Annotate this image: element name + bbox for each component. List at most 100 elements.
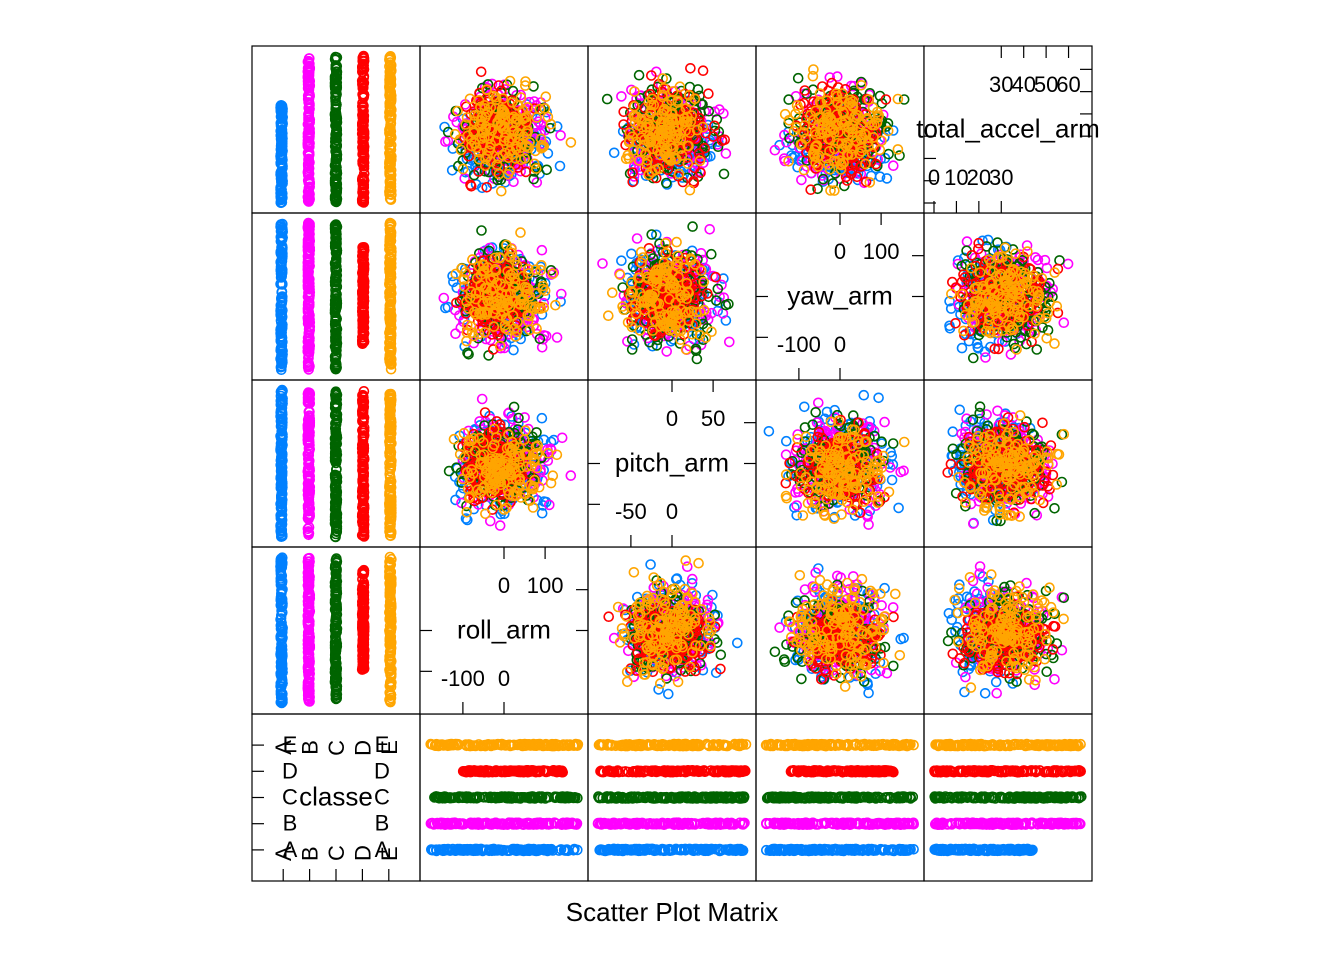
data-point <box>703 819 715 830</box>
data-point <box>887 602 899 613</box>
data-point <box>484 765 496 777</box>
data-point <box>523 792 535 804</box>
data-point <box>558 739 569 750</box>
data-point <box>564 740 576 751</box>
panel-classe-vs-roll_arm <box>275 551 397 709</box>
data-point <box>714 792 726 804</box>
data-point <box>471 791 483 803</box>
data-point <box>617 793 628 804</box>
data-point <box>592 818 604 829</box>
data-point <box>737 845 749 856</box>
panel-yaw_arm-vs-classe <box>760 738 920 857</box>
data-point <box>498 844 510 856</box>
data-point <box>461 792 473 804</box>
data-point <box>572 792 583 804</box>
data-point <box>542 845 554 856</box>
data-point <box>678 818 689 830</box>
data-point <box>662 688 674 700</box>
data-point <box>425 738 437 750</box>
data-point <box>542 739 554 751</box>
data-point <box>562 845 574 857</box>
data-point <box>710 819 722 830</box>
data-point <box>769 646 781 658</box>
data-point <box>599 818 611 829</box>
data-point <box>459 766 471 777</box>
data-point <box>536 791 548 803</box>
data-point <box>621 844 633 855</box>
data-point <box>645 559 656 570</box>
data-point <box>570 738 582 750</box>
data-point <box>638 843 650 855</box>
data-point <box>739 817 750 829</box>
data-point <box>471 843 483 855</box>
data-point <box>731 792 743 803</box>
data-point <box>561 817 573 829</box>
data-point <box>554 766 566 778</box>
data-point <box>702 843 714 855</box>
data-point <box>493 818 505 830</box>
data-point <box>621 676 633 688</box>
data-point <box>693 557 704 569</box>
data-point <box>720 793 732 804</box>
data-point <box>603 792 614 804</box>
data-point <box>462 739 474 750</box>
data-point <box>606 818 618 830</box>
data-point <box>508 818 520 829</box>
data-point <box>483 766 495 778</box>
data-point <box>503 739 515 751</box>
data-point <box>796 673 807 685</box>
data-point <box>648 845 660 857</box>
data-point <box>675 792 686 804</box>
data-point <box>723 845 735 856</box>
data-point <box>440 739 452 751</box>
data-point <box>603 611 615 623</box>
data-point <box>473 817 485 829</box>
data-point <box>451 739 462 751</box>
data-point <box>571 740 583 752</box>
data-point <box>713 844 725 855</box>
data-point <box>731 637 743 649</box>
data-point <box>557 792 569 804</box>
data-point <box>774 622 785 633</box>
data-point <box>494 791 506 803</box>
data-point <box>559 845 571 856</box>
data-point <box>630 819 642 830</box>
data-point <box>459 843 471 855</box>
data-point <box>631 792 643 804</box>
data-point <box>512 791 523 803</box>
data-point <box>669 793 680 804</box>
data-point <box>522 818 534 830</box>
data-point <box>513 739 525 751</box>
data-point <box>522 766 533 778</box>
data-point <box>625 844 637 855</box>
data-point <box>650 818 661 830</box>
data-point <box>426 817 437 829</box>
data-point <box>569 843 580 855</box>
data-point <box>534 765 546 777</box>
data-point <box>730 845 742 857</box>
data-point <box>549 792 561 804</box>
data-point <box>562 791 573 803</box>
data-point <box>518 739 529 751</box>
data-point <box>455 791 466 803</box>
panel-total_accel_arm-vs-classe <box>929 738 1087 857</box>
data-point <box>472 766 483 777</box>
data-point <box>682 817 694 829</box>
data-point <box>621 792 633 804</box>
data-point <box>734 817 746 829</box>
data-point <box>637 791 649 803</box>
data-point <box>465 766 477 778</box>
data-point <box>595 844 607 855</box>
data-point <box>887 660 899 672</box>
data-point <box>516 791 528 803</box>
data-point <box>431 845 442 857</box>
data-point <box>628 566 640 578</box>
data-point <box>717 844 728 856</box>
data-point <box>736 818 748 830</box>
data-point <box>653 818 665 830</box>
data-point <box>653 684 664 695</box>
data-point <box>500 766 512 778</box>
data-point <box>643 791 655 803</box>
data-point <box>619 817 630 829</box>
